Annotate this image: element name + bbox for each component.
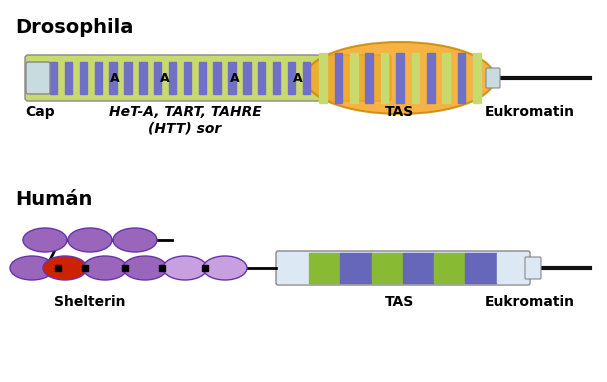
- Bar: [50, 62, 58, 94]
- Bar: [319, 53, 327, 103]
- Bar: [309, 253, 341, 283]
- Text: A: A: [110, 71, 120, 84]
- Bar: [341, 253, 371, 283]
- Text: Drosophila: Drosophila: [15, 18, 134, 37]
- Bar: [350, 53, 358, 103]
- Bar: [124, 62, 132, 94]
- Bar: [396, 53, 404, 103]
- Bar: [434, 253, 466, 283]
- Text: HeT-A, TART, TAHRE
(HTT) sor: HeT-A, TART, TAHRE (HTT) sor: [109, 105, 262, 135]
- Bar: [403, 253, 434, 283]
- FancyBboxPatch shape: [25, 55, 391, 101]
- Bar: [381, 53, 388, 103]
- Bar: [302, 62, 310, 94]
- Bar: [371, 253, 403, 283]
- Text: Humán: Humán: [15, 190, 92, 209]
- Bar: [184, 62, 191, 94]
- Ellipse shape: [305, 42, 495, 114]
- Bar: [258, 62, 265, 94]
- Bar: [427, 53, 435, 103]
- FancyBboxPatch shape: [525, 257, 541, 279]
- Ellipse shape: [83, 256, 127, 280]
- Bar: [365, 53, 373, 103]
- Text: Eukromatin: Eukromatin: [485, 105, 575, 119]
- Ellipse shape: [113, 228, 157, 252]
- Bar: [243, 62, 251, 94]
- Ellipse shape: [43, 256, 87, 280]
- Bar: [412, 53, 419, 103]
- Bar: [288, 62, 295, 94]
- Ellipse shape: [10, 256, 54, 280]
- Bar: [80, 62, 87, 94]
- Bar: [334, 53, 342, 103]
- Ellipse shape: [23, 228, 67, 252]
- Bar: [154, 62, 161, 94]
- Bar: [95, 62, 102, 94]
- Bar: [228, 62, 236, 94]
- Text: TAS: TAS: [385, 105, 415, 119]
- Bar: [458, 53, 466, 103]
- Ellipse shape: [203, 256, 247, 280]
- Bar: [139, 62, 146, 94]
- Ellipse shape: [123, 256, 167, 280]
- Bar: [109, 62, 117, 94]
- Text: Cap: Cap: [25, 105, 55, 119]
- Bar: [473, 53, 481, 103]
- Bar: [273, 62, 280, 94]
- Text: Eukromatin: Eukromatin: [485, 295, 575, 309]
- Bar: [443, 53, 450, 103]
- Text: Shelterin: Shelterin: [54, 295, 126, 309]
- Ellipse shape: [163, 256, 207, 280]
- Text: A: A: [230, 71, 240, 84]
- FancyBboxPatch shape: [276, 251, 530, 285]
- Bar: [169, 62, 176, 94]
- Bar: [466, 253, 497, 283]
- Bar: [497, 253, 528, 283]
- Text: A: A: [160, 71, 170, 84]
- Bar: [214, 62, 221, 94]
- Text: A: A: [293, 71, 303, 84]
- Text: TAS: TAS: [385, 295, 415, 309]
- Bar: [278, 253, 309, 283]
- FancyBboxPatch shape: [26, 62, 50, 94]
- Bar: [65, 62, 72, 94]
- Bar: [198, 62, 206, 94]
- FancyBboxPatch shape: [486, 68, 500, 88]
- Ellipse shape: [68, 228, 112, 252]
